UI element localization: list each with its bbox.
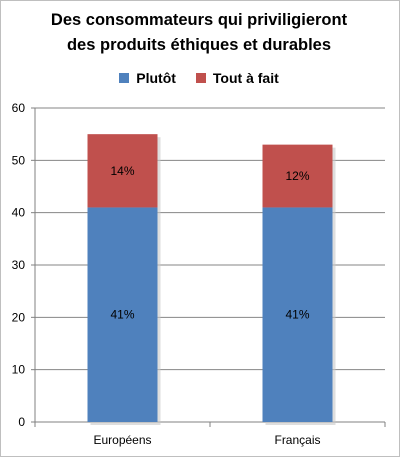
y-tick-label-60: 60 bbox=[12, 101, 26, 115]
y-tick-label-40: 40 bbox=[12, 206, 26, 220]
legend-label-plutot: Plutôt bbox=[136, 70, 176, 86]
chart-legend: Plutôt Tout à fait bbox=[0, 70, 398, 86]
bar-tout-fait-1 bbox=[262, 144, 333, 208]
legend-swatch-tout-a-fait bbox=[195, 73, 206, 83]
bar-tout-fait-0 bbox=[87, 134, 158, 208]
bar-plut-t-1 bbox=[262, 207, 333, 422]
y-tick-label-50: 50 bbox=[12, 153, 26, 167]
bar-plut-t-0 bbox=[87, 207, 158, 422]
y-tick-label-30: 30 bbox=[12, 258, 26, 272]
data-label-0-1: 41% bbox=[285, 308, 309, 322]
y-tick-label-20: 20 bbox=[12, 310, 26, 324]
x-category-label-1: Français bbox=[274, 433, 320, 447]
data-label-0-0: 41% bbox=[110, 308, 134, 322]
chart-title-line-2: des produits éthiques et durables bbox=[66, 36, 332, 54]
x-category-label-0: Européens bbox=[93, 433, 151, 447]
legend-label-tout-a-fait: Tout à fait bbox=[212, 70, 279, 86]
data-label-1-1: 12% bbox=[285, 169, 309, 183]
legend-item-tout-a-fait: Tout à fait bbox=[195, 70, 279, 86]
data-label-1-0: 14% bbox=[110, 164, 134, 178]
y-tick-label-0: 0 bbox=[18, 415, 25, 429]
chart-title-line-1: Des consommateurs qui priviligieront bbox=[50, 11, 348, 29]
legend-item-plutot: Plutôt bbox=[119, 70, 176, 86]
chart-title: Des consommateurs qui priviligieront des… bbox=[0, 8, 398, 58]
legend-swatch-plutot bbox=[119, 73, 130, 83]
y-tick-label-10: 10 bbox=[12, 363, 26, 377]
